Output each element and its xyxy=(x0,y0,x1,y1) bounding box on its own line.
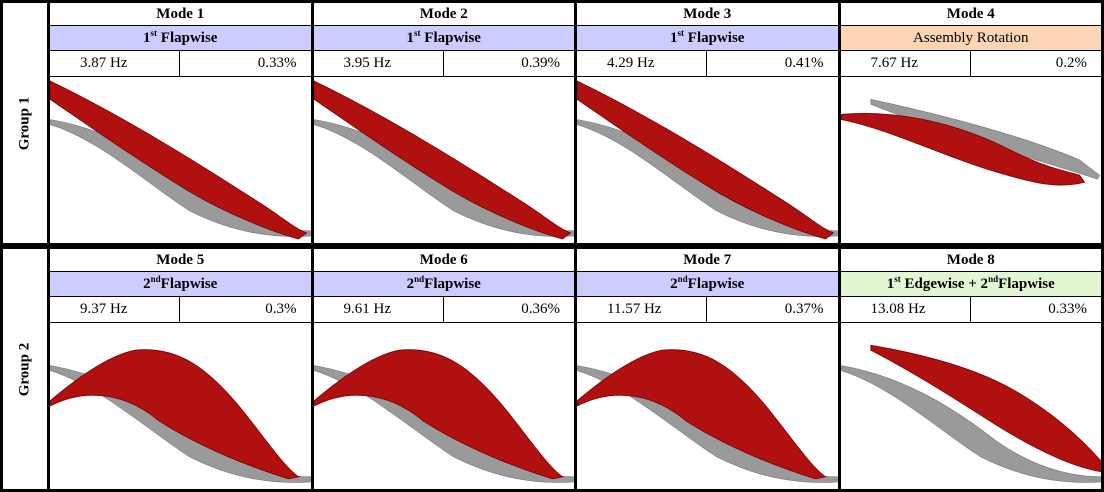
mode-figure: Group 1Mode 11st Flapwise3.87 Hz0.33%Mod… xyxy=(0,0,1104,492)
group-label: Group 2 xyxy=(17,342,34,396)
damping: 0.33% xyxy=(180,51,310,77)
damping: 0.3% xyxy=(180,297,310,323)
frequency: 13.08 Hz xyxy=(841,297,971,323)
mode-shape-image xyxy=(314,325,575,491)
shape-text: 2 xyxy=(143,276,151,292)
frequency: 4.29 Hz xyxy=(577,51,707,77)
shape-text: 1 xyxy=(407,30,415,46)
frequency: 9.37 Hz xyxy=(50,297,180,323)
mode-shape-image xyxy=(50,79,311,245)
shape-text: Assembly Rotation xyxy=(913,30,1028,46)
mode-title: Mode 1 xyxy=(50,3,311,26)
damping: 0.36% xyxy=(444,297,574,323)
deformed-blade xyxy=(577,81,834,239)
shape-text: Flapwise xyxy=(157,30,217,46)
deformed-blade xyxy=(314,81,571,239)
shape-text: Flapwise xyxy=(998,276,1055,292)
shape-text: Flapwise xyxy=(684,30,744,46)
mode-shape: 2ndFlapwise xyxy=(314,272,575,297)
mode-shape: Assembly Rotation xyxy=(841,26,1102,51)
shape-text: Flapwise xyxy=(424,276,481,292)
shape-superscript: nd xyxy=(678,274,688,284)
frequency: 3.95 Hz xyxy=(314,51,444,77)
damping: 0.33% xyxy=(971,297,1101,323)
mode-shape-image xyxy=(841,325,1102,491)
mode-shape: 1st Flapwise xyxy=(314,26,575,51)
frequency: 3.87 Hz xyxy=(50,51,180,77)
deformed-blade xyxy=(50,81,307,239)
frequency: 9.61 Hz xyxy=(314,297,444,323)
damping: 0.2% xyxy=(971,51,1101,77)
shape-superscript: nd xyxy=(988,274,998,284)
shape-superscript: nd xyxy=(414,274,424,284)
deformed-blade xyxy=(50,350,299,479)
mode-title: Mode 2 xyxy=(314,3,575,26)
damping: 0.37% xyxy=(707,297,837,323)
damping: 0.39% xyxy=(444,51,574,77)
group-label: Group 1 xyxy=(17,96,34,150)
mode-shape: 2ndFlapwise xyxy=(50,272,311,297)
frequency: 11.57 Hz xyxy=(577,297,707,323)
shape-text: Edgewise + 2 xyxy=(901,276,988,292)
group-label-cell: Group 1 xyxy=(0,0,50,246)
mode-title: Mode 5 xyxy=(50,249,311,272)
deformed-blade xyxy=(314,350,563,479)
shape-text: Flapwise xyxy=(161,276,218,292)
mode-shape: 1st Flapwise xyxy=(577,26,838,51)
shape-text: 1 xyxy=(670,30,678,46)
mode-title: Mode 6 xyxy=(314,249,575,272)
mode-title: Mode 3 xyxy=(577,3,838,26)
group-label-cell: Group 2 xyxy=(0,246,50,492)
mode-title: Mode 4 xyxy=(841,3,1102,26)
shape-text: Flapwise xyxy=(688,276,745,292)
frequency: 7.67 Hz xyxy=(841,51,971,77)
damping: 0.41% xyxy=(707,51,837,77)
mode-shape: 1st Flapwise xyxy=(50,26,311,51)
shape-text: 1 xyxy=(143,30,151,46)
shape-text: Flapwise xyxy=(421,30,481,46)
mode-shape: 2ndFlapwise xyxy=(577,272,838,297)
mode-title: Mode 8 xyxy=(841,249,1102,272)
shape-superscript: nd xyxy=(151,274,161,284)
shape-text: 2 xyxy=(670,276,678,292)
mode-title: Mode 7 xyxy=(577,249,838,272)
mode-shape-image xyxy=(577,79,838,245)
deformed-blade xyxy=(577,350,826,479)
mode-shape-image xyxy=(577,325,838,491)
mode-shape-image xyxy=(841,79,1102,245)
mode-shape: 1st Edgewise + 2ndFlapwise xyxy=(841,272,1102,297)
mode-shape-image xyxy=(50,325,311,491)
mode-shape-image xyxy=(314,79,575,245)
